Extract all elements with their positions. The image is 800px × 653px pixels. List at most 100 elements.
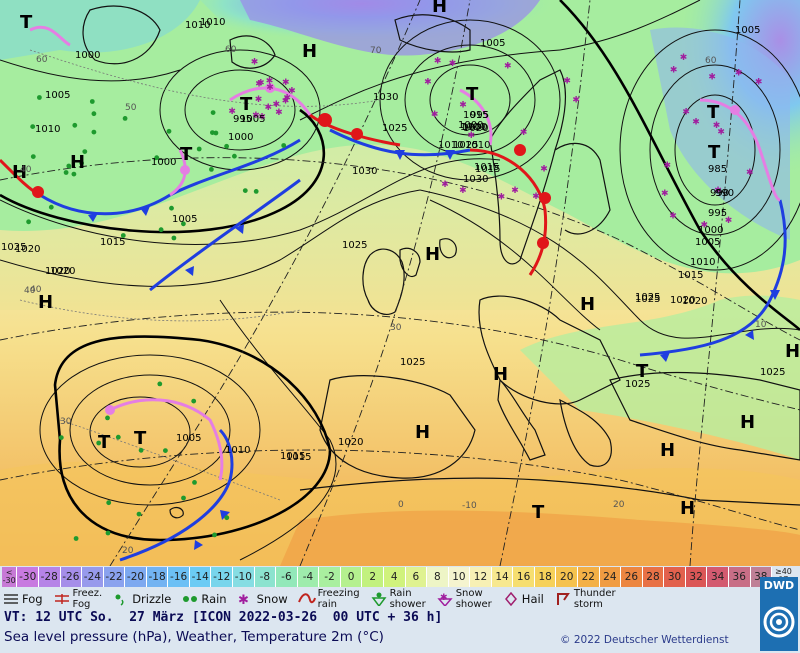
scale-cell: -6 <box>276 567 298 587</box>
scale-cell: -8 <box>254 567 277 587</box>
scale-cell: -30 <box>17 567 39 587</box>
isobar-label: 1000 <box>228 132 253 143</box>
chart-description: Sea level pressure (hPa), Weather, Tempe… <box>4 629 384 645</box>
isotherm-label: 10 <box>755 320 767 330</box>
scale-cell: 34 <box>707 567 729 587</box>
warm-front <box>469 148 548 276</box>
rain-icon <box>281 143 287 148</box>
cold-front <box>639 199 787 357</box>
svg-text:✱: ✱ <box>440 593 448 603</box>
scale-cell: -16 <box>168 567 190 587</box>
legend-item: Hail <box>502 591 544 607</box>
freezing-fog-icon <box>53 592 71 606</box>
rain-icon <box>30 124 36 129</box>
snow-icon: ✱ <box>701 220 709 230</box>
rain-icon <box>192 480 197 485</box>
isobar-label: 1000 <box>151 157 176 168</box>
occlusion <box>459 88 493 146</box>
snow-icon: ✱ <box>755 78 763 88</box>
rain-icon <box>136 511 142 517</box>
low-pressure-label: T <box>134 428 147 449</box>
logo-text: DWD <box>763 579 795 592</box>
valid-time: VT: 12 UTC So. 27 März [ICON 2022-03-26 … <box>4 610 443 625</box>
weather-map: ✱✱✱✱✱✱✱✱✱✱✱✱✱✱✱✱✱✱✱✱✱✱ ✱✱✱✱✱✱✱✱✱✱✱✱✱✱✱✱✱✱… <box>0 0 800 566</box>
scale-cell: 28 <box>642 567 665 587</box>
cold-front <box>149 178 301 292</box>
rain-icon <box>26 219 31 225</box>
low-pressure-label: T <box>180 144 193 165</box>
low-pressure-label: T <box>532 502 545 523</box>
snow-icon: ✱ <box>468 131 476 141</box>
snow-icon: ✱ <box>504 61 512 71</box>
snow-icon: ✱ <box>746 168 754 178</box>
rain-icon <box>196 146 202 152</box>
rain-icon <box>210 110 216 115</box>
isobar-label: 1005 <box>695 237 720 248</box>
snow-icon: ✱ <box>424 78 432 88</box>
isobar-label: 1000 <box>458 120 483 131</box>
isobar-label: 1025 <box>635 292 660 303</box>
snow-icon: ✱ <box>257 78 265 88</box>
isobar-label: 1010 <box>35 124 60 135</box>
high-pressure-label: H <box>740 412 755 433</box>
hail-icon <box>502 591 520 607</box>
swirl-icon <box>763 606 795 638</box>
isobar-label: 995 <box>708 208 727 219</box>
snow-icon: ✱ <box>265 103 273 113</box>
isobar-label: 1020 <box>463 123 488 134</box>
rain-icon <box>163 448 168 453</box>
scale-cell: -22 <box>103 567 126 587</box>
snow-icon: ✱ <box>664 161 672 171</box>
high-pressure-label: H <box>660 440 675 461</box>
snow-icon: ✱ <box>532 192 540 202</box>
snow-icon: ✱ <box>670 65 678 75</box>
isobar-label: 985 <box>708 164 727 175</box>
front-symbols <box>32 83 780 550</box>
cold-front <box>39 138 301 216</box>
fog-icon <box>2 592 20 606</box>
copyright: © 2022 Deutscher Wetterdienst <box>560 634 729 646</box>
high-pressure-label: H <box>493 364 508 385</box>
rain-icon <box>253 189 259 194</box>
scale-cell: 30 <box>664 567 686 587</box>
isotherm-label: 20 <box>613 500 625 510</box>
legend-label: Drizzle <box>132 591 172 606</box>
isotherm-label: 30 <box>60 417 72 427</box>
rain-icon <box>171 235 177 241</box>
scale-cell: 0 <box>340 567 363 587</box>
isobar-label: 1025 <box>453 140 478 151</box>
snow-icon: ✱ <box>714 186 722 196</box>
rain-icon <box>169 205 174 211</box>
temperature-scale: < -30 -30 -28 -26 -24 -22 -20 -18 -16 -14 -12 -10 -8… <box>2 567 773 587</box>
svg-text:✱: ✱ <box>238 593 249 606</box>
scale-cell: -14 <box>189 567 212 587</box>
rain-icon <box>73 536 79 541</box>
scale-cell: 20 <box>556 567 579 587</box>
low-pressure-label: T <box>636 361 649 382</box>
isotherm-label: 40 <box>20 165 32 175</box>
isotherm-label: 40 <box>24 286 36 296</box>
scale-cell: -20 <box>125 567 147 587</box>
legend-item: ✱ Snow shower <box>436 588 492 610</box>
snow-icon: ✱ <box>255 95 263 105</box>
snow-icon: ✱ <box>669 212 677 222</box>
low-pressure-label: T <box>708 142 721 163</box>
isobar-label: 1015 <box>475 164 500 175</box>
isotherm-label: 40 <box>30 285 42 295</box>
scale-cell: -26 <box>60 567 83 587</box>
occlusion <box>699 98 781 202</box>
dwd-logo: DWD <box>760 577 798 651</box>
legend-item: Rain shower <box>370 588 426 610</box>
isobar-label: 1010 <box>465 140 490 151</box>
isotherm-label: 30 <box>390 323 402 333</box>
isobar-label: 1015 <box>474 162 499 173</box>
isobar-label: 1015 <box>678 270 703 281</box>
snow-icon: ✱ <box>572 95 580 105</box>
legend-item: Fog <box>2 592 43 606</box>
rain-shower-icon <box>370 592 388 608</box>
rain-icon <box>48 204 54 210</box>
scale-cell: -18 <box>146 567 169 587</box>
rain-icon <box>224 143 230 149</box>
